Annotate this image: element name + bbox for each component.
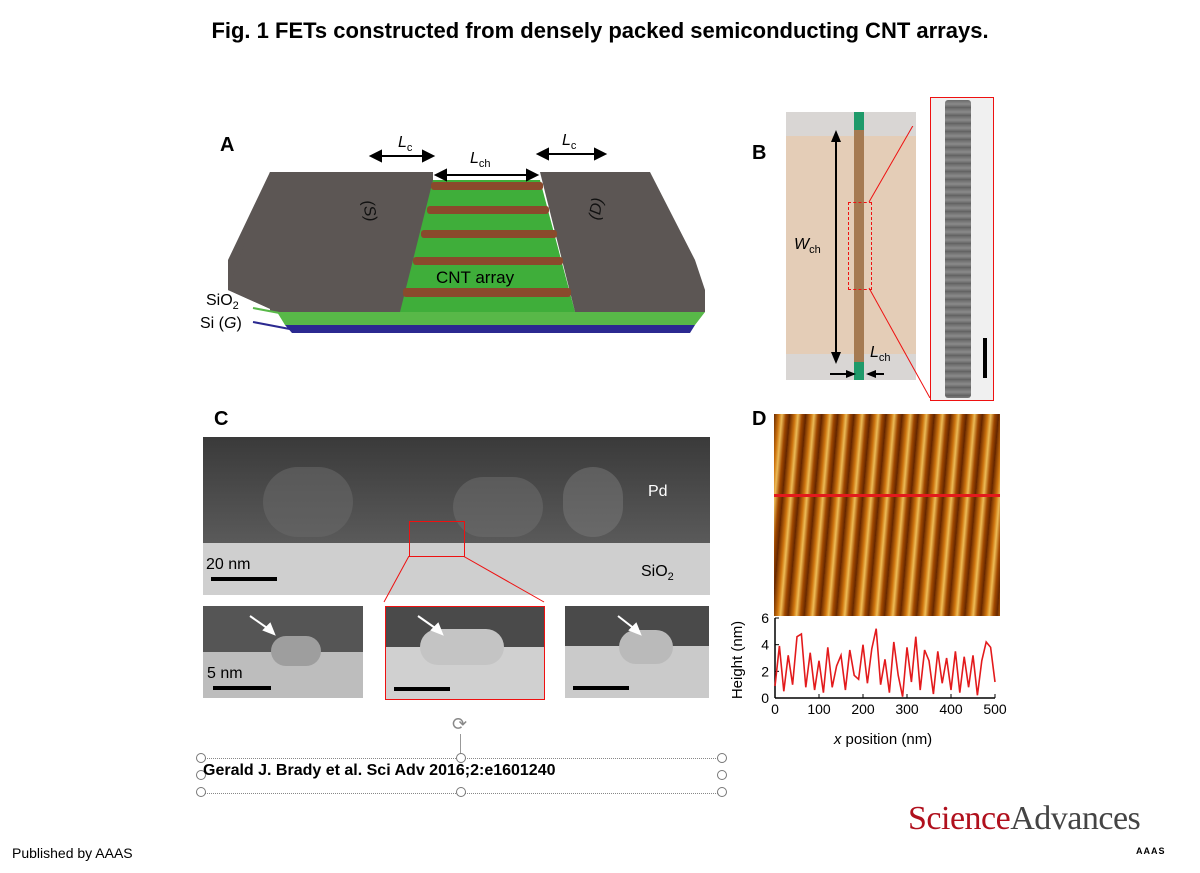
resize-handle-tr[interactable] xyxy=(717,753,727,763)
chart-ticks: 0 100 200 300 400 500 0 2 4 6 xyxy=(761,610,1007,717)
panel-b-annotations xyxy=(830,126,931,398)
published-by: Published by AAAS xyxy=(12,845,133,861)
afm-profile-line xyxy=(774,494,1000,497)
zoom-box-c xyxy=(409,521,465,557)
x-tick-label: 0 xyxy=(771,701,779,717)
panel-a-device-schematic xyxy=(228,147,705,333)
scale-5nm-label: 5 nm xyxy=(207,665,243,682)
x-tick-label: 300 xyxy=(895,701,919,717)
science-advances-logo: ScienceAdvances xyxy=(908,800,1141,837)
panel-b-sem-image xyxy=(786,112,916,380)
panel-c-inset-2 xyxy=(385,606,545,700)
height-profile-line xyxy=(774,628,996,697)
panel-c-zoom-lines xyxy=(383,556,545,603)
figure-title: Fig. 1 FETs constructed from densely pac… xyxy=(211,18,989,43)
panel-c-letter: C xyxy=(214,408,229,430)
scale-bar-b xyxy=(983,338,987,378)
resize-handle-mr[interactable] xyxy=(717,770,727,780)
lc-right-label: Lc xyxy=(562,132,577,153)
y-tick-label: 0 xyxy=(761,690,769,706)
aaas-logo: AAAS xyxy=(1136,846,1166,856)
y-tick-label: 4 xyxy=(761,637,769,653)
source-pad xyxy=(228,172,433,312)
rotate-handle-stem xyxy=(460,734,461,756)
zoom-region xyxy=(848,202,872,290)
resize-handle-bl[interactable] xyxy=(196,787,206,797)
sio2-c-label: SiO2 xyxy=(641,563,674,584)
scale-20nm-label: 20 nm xyxy=(206,556,251,573)
sio2-layer xyxy=(277,312,705,325)
dimension-arrows xyxy=(368,147,608,182)
si-gate-label: Si (G) xyxy=(200,315,242,332)
si-gate-layer xyxy=(285,325,695,333)
x-tick-label: 200 xyxy=(851,701,875,717)
x-tick-label: 100 xyxy=(807,701,831,717)
panel-d-afm-image xyxy=(774,414,1000,616)
x-axis-label: x position (nm) xyxy=(833,731,932,748)
panel-d-letter: D xyxy=(752,408,767,430)
sio2-layer-tem xyxy=(203,543,710,595)
cnt-array-label: CNT array xyxy=(436,268,515,287)
drain-pad xyxy=(540,172,705,312)
y-tick-label: 6 xyxy=(761,610,769,626)
x-tick-label: 400 xyxy=(939,701,963,717)
panel-d-height-chart: 0 100 200 300 400 500 0 2 4 6 Height (nm) x posit… xyxy=(729,610,1007,748)
chart-axes xyxy=(774,618,995,699)
panel-b-zoom-inset xyxy=(930,97,994,401)
scale-bar-20nm xyxy=(211,577,277,581)
resize-handle-tl[interactable] xyxy=(196,753,206,763)
wch-label: Wch xyxy=(794,236,821,257)
x-tick-label: 500 xyxy=(983,701,1007,717)
lch-b-label: Lch xyxy=(870,344,891,365)
panel-a-letter: A xyxy=(220,134,235,156)
resize-handle-tc[interactable] xyxy=(456,753,466,763)
panel-c-arrows xyxy=(249,615,642,636)
drain-label: (D) xyxy=(586,196,607,222)
cnt-bundle-image xyxy=(945,100,971,398)
source-label: (S) xyxy=(358,198,380,223)
panel-c-inset-3 xyxy=(565,606,709,698)
y-tick-label: 2 xyxy=(761,663,769,679)
sio2-label: SiO2 xyxy=(206,292,239,313)
citation-text[interactable]: Gerald J. Brady et al. Sci Adv 2016;2:e1… xyxy=(203,762,556,779)
panel-b-letter: B xyxy=(752,142,767,164)
electrode-region xyxy=(786,136,916,354)
resize-handle-bc[interactable] xyxy=(456,787,466,797)
lch-label: Lch xyxy=(470,150,491,171)
panel-c-inset-1 xyxy=(203,606,363,698)
pd-label: Pd xyxy=(648,483,668,500)
resize-handle-br[interactable] xyxy=(717,787,727,797)
panel-c-tem-image xyxy=(203,437,710,595)
rotate-handle-icon[interactable]: ⟳ xyxy=(452,714,468,734)
y-axis-label: Height (nm) xyxy=(729,621,746,699)
resize-handle-ml[interactable] xyxy=(196,770,206,780)
lc-left-label: Lc xyxy=(398,134,413,155)
